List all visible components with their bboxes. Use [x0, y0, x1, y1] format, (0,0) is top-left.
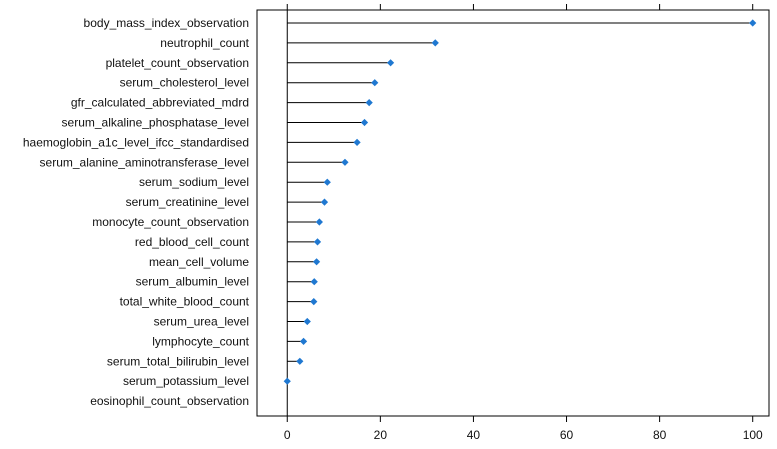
data-point: [320, 198, 329, 206]
category-label: platelet_count_observation: [106, 56, 249, 70]
category-label: body_mass_index_observation: [84, 16, 249, 30]
category-label: serum_albumin_level: [136, 275, 249, 289]
category-label: serum_creatinine_level: [126, 195, 249, 209]
data-point: [299, 337, 308, 345]
data-point: [283, 377, 291, 385]
data-point: [749, 19, 757, 27]
x-tick-label: 0: [284, 428, 291, 442]
data-point: [360, 118, 369, 127]
x-tick-label: 60: [560, 428, 574, 442]
data-point: [315, 218, 323, 226]
stems: [286, 10, 753, 416]
data-point: [310, 278, 318, 286]
data-point: [296, 357, 304, 365]
data-point: [365, 99, 373, 107]
category-label: gfr_calculated_abbreviated_mdrd: [71, 96, 249, 110]
data-point: [312, 258, 321, 266]
x-tick-label: 80: [653, 428, 667, 442]
category-label: haemoglobin_a1c_level_ifcc_standardised: [23, 135, 249, 149]
category-label: serum_alkaline_phosphatase_level: [62, 116, 249, 130]
category-label: neutrophil_count: [160, 36, 249, 50]
x-axis-ticks: 0 20 40 60 80 100: [284, 4, 763, 442]
category-label: serum_sodium_level: [139, 175, 249, 189]
category-label: serum_cholesterol_level: [120, 76, 249, 90]
data-point: [310, 298, 318, 306]
x-tick-label: 20: [374, 428, 388, 442]
data-point: [386, 59, 395, 67]
data-point: [341, 158, 349, 166]
data-point: [323, 178, 331, 186]
category-label: serum_alanine_aminotransferase_level: [40, 155, 249, 169]
plot-frame: [256, 9, 770, 417]
x-tick-label: 100: [743, 428, 763, 442]
category-labels: body_mass_index_observation neutrophil_co…: [23, 16, 250, 408]
data-point: [431, 39, 439, 47]
category-label: total_white_blood_count: [120, 295, 250, 309]
data-point: [303, 317, 311, 326]
category-label: serum_total_bilirubin_level: [107, 354, 249, 368]
category-label: serum_potassium_level: [123, 374, 249, 388]
category-label: mean_cell_volume: [149, 255, 249, 269]
x-tick-label: 40: [467, 428, 481, 442]
category-label: red_blood_cell_count: [135, 235, 250, 249]
data-point: [353, 138, 361, 146]
category-label: serum_urea_level: [154, 315, 249, 329]
points: [283, 19, 757, 385]
category-label: lymphocyte_count: [152, 334, 249, 348]
data-point: [313, 238, 322, 246]
data-point: [371, 79, 379, 87]
category-label: eosinophil_count_observation: [90, 394, 249, 408]
category-label: monocyte_count_observation: [92, 215, 249, 229]
